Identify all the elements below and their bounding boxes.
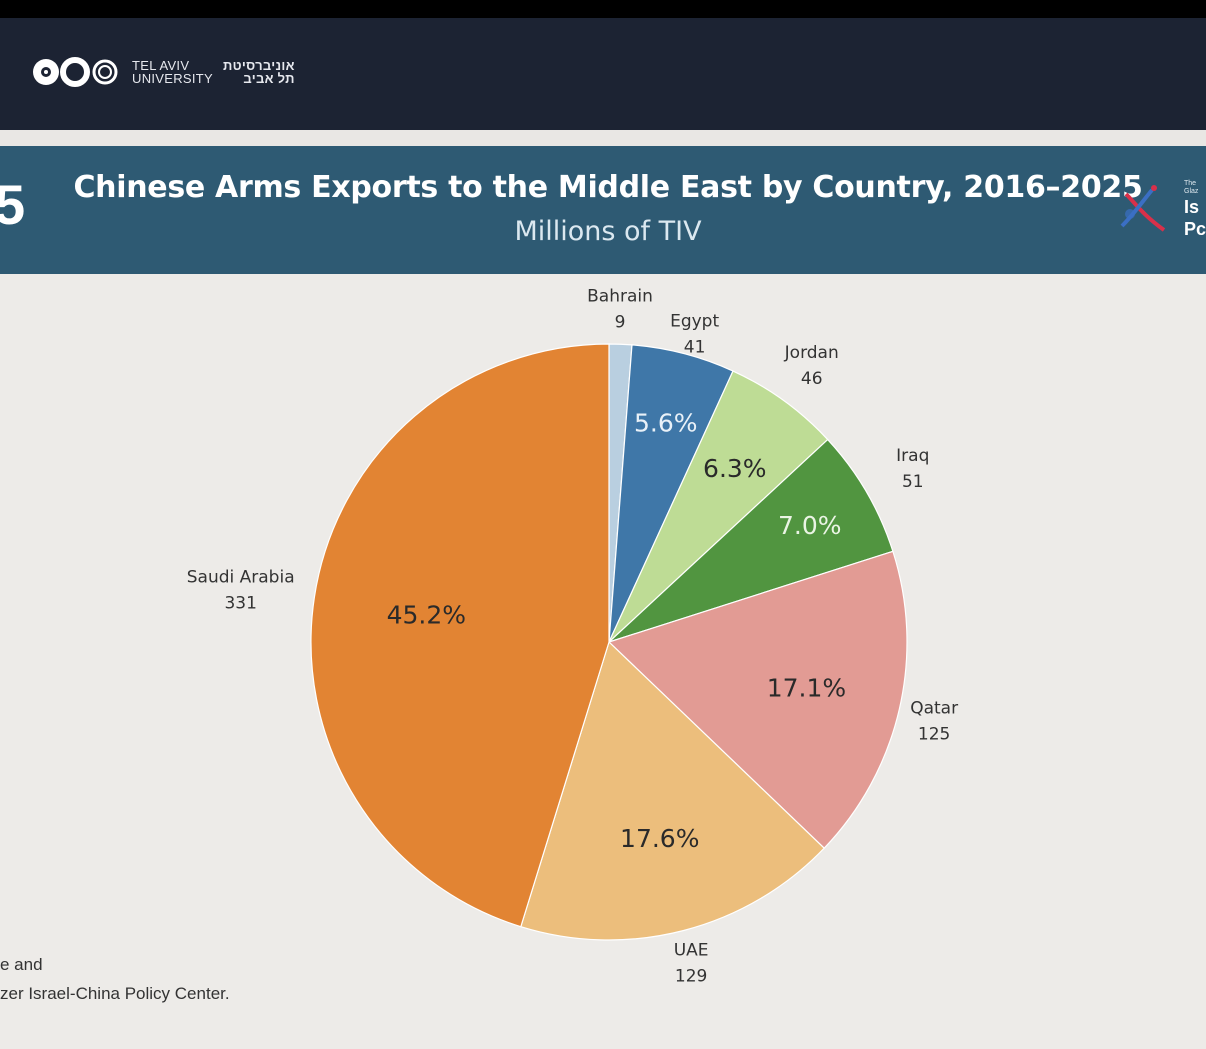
percent-label-saudi-arabia: 45.2% [387,600,466,629]
category-label-uae: UAE [674,940,709,960]
policy-center-logo: The Glaz Is Pc [1112,180,1206,244]
pie-slice-qatar [607,550,908,849]
percent-label-qatar: 17.1% [767,674,846,703]
pie-slice-jordan [608,370,829,643]
category-label-jordan: Jordan [784,343,839,363]
category-label-bahrain: Bahrain [587,287,653,307]
value-label-jordan: 46 [801,369,823,389]
right-logo-line-1: Is [1184,197,1200,217]
right-logo-line-2: Pc [1184,219,1206,239]
separator-band [0,130,1206,146]
top-bar: TEL AVIV UNIVERSITY אוניברסיטת תל אביב [0,18,1206,130]
source-line-2: zer Israel-China Policy Center. [0,984,230,1003]
value-label-qatar: 125 [918,724,950,744]
university-he-line1: אוניברסיטת [223,58,295,73]
category-label-egypt: Egypt [670,311,719,331]
left-logo-mark: 5 [0,173,26,236]
chart-header: 5 Chinese Arms Exports to the Middle Eas… [0,146,1206,274]
value-label-uae: 129 [675,966,707,986]
tau-logo: TEL AVIV UNIVERSITY אוניברסיטת תל אביב [30,54,295,90]
percent-label-jordan: 6.3% [703,454,767,483]
university-he-line2: תל אביב [243,71,295,86]
chart-area: Bahrain 9 5.6% Egypt 41 6.3% Jordan 46 7.0% Iraq 5… [0,274,1206,1049]
university-en-line1: TEL AVIV [132,58,190,73]
percent-label-iraq: 7.0% [778,511,842,540]
value-label-saudi-arabia: 331 [224,593,256,613]
source-line-1: e and [0,955,43,974]
value-label-bahrain: 9 [615,313,626,333]
category-label-iraq: Iraq [896,446,929,466]
pie-chart: Bahrain 9 5.6% Egypt 41 6.3% Jordan 46 7.0% Iraq 5… [187,287,958,987]
value-label-egypt: 41 [684,337,706,357]
chart-subtitle: Millions of TIV [514,216,702,247]
pie-slice-saudi-arabia [310,343,610,928]
category-label-saudi-arabia: Saudi Arabia [187,567,295,587]
pie-slice-uae [520,640,826,941]
policy-center-emblem-icon [1120,185,1166,232]
tau-circles-icon [33,57,118,87]
percent-label-egypt: 5.6% [634,409,698,438]
value-label-iraq: 51 [902,472,924,492]
pie-slice-iraq [608,438,894,643]
category-label-qatar: Qatar [910,698,958,718]
source-note: e and zer Israel-China Policy Center. [0,950,230,1008]
chart-title: Chinese Arms Exports to the Middle East … [73,170,1143,205]
right-logo-tiny-1: The [1184,180,1197,187]
university-en-line2: UNIVERSITY [132,71,214,86]
percent-label-uae: 17.6% [620,824,699,853]
right-logo-tiny-2: Glaz [1184,188,1199,195]
